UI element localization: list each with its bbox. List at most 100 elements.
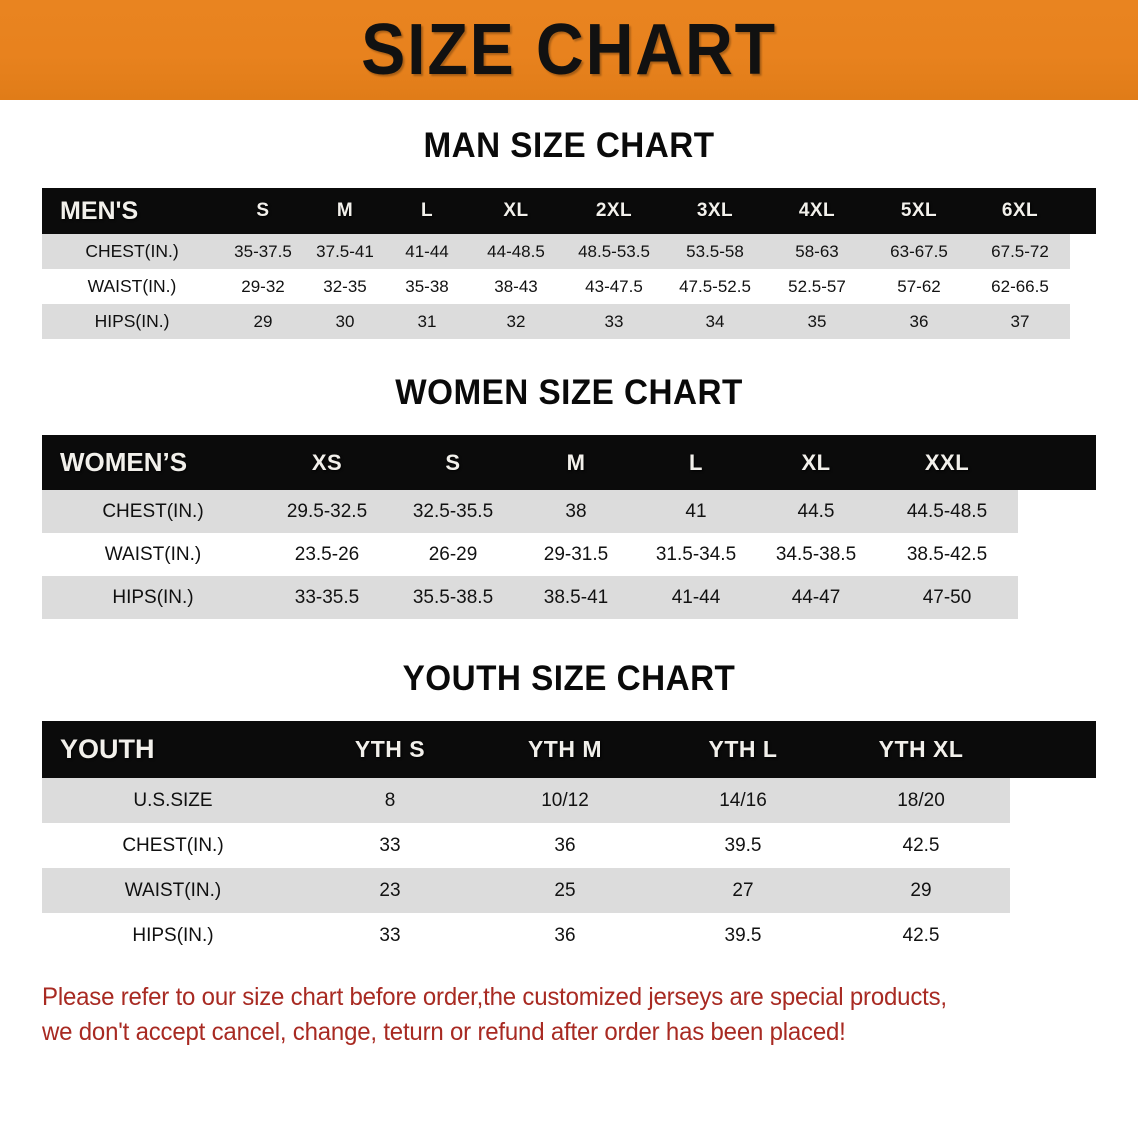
- table-row: HIPS(IN.) 29 30 31 32 33 34 35 36 37: [42, 304, 1096, 339]
- man-cell: 38-43: [468, 269, 564, 304]
- women-cell: 33-35.5: [264, 576, 390, 619]
- women-cell: 38.5-41: [516, 576, 636, 619]
- table-row: WAIST(IN.) 29-32 32-35 35-38 38-43 43-47.5 47.…: [42, 269, 1096, 304]
- women-cell: 35.5-38.5: [390, 576, 516, 619]
- youth-cell: 39.5: [654, 823, 832, 868]
- man-cell: 29-32: [222, 269, 304, 304]
- youth-corner-label: YOUTH: [60, 734, 155, 764]
- man-header-spacer: [1070, 188, 1096, 234]
- man-cell-spacer: [1070, 269, 1096, 304]
- women-size-header: XXL: [924, 449, 970, 475]
- table-row: CHEST(IN.) 35-37.5 37.5-41 41-44 44-48.5 48.5…: [42, 234, 1096, 269]
- table-row: HIPS(IN.) 33-35.5 35.5-38.5 38.5-41 41-44 44-…: [42, 576, 1096, 619]
- table-row: U.S.SIZE 8 10/12 14/16 18/20: [42, 778, 1096, 823]
- man-size-header: 5XL: [900, 200, 938, 221]
- women-cell: 38: [516, 490, 636, 533]
- man-cell: 41-44: [386, 234, 468, 269]
- page-title: SIZE CHART: [361, 10, 777, 90]
- man-row-label: WAIST(IN.): [42, 269, 222, 304]
- table-row: WAIST(IN.) 23 25 27 29: [42, 868, 1096, 913]
- women-cell: 34.5-38.5: [756, 533, 876, 576]
- man-cell: 37: [970, 304, 1070, 339]
- youth-row-label: CHEST(IN.): [42, 823, 304, 868]
- youth-row-label: HIPS(IN.): [42, 913, 304, 958]
- women-cell-spacer: [1018, 533, 1096, 576]
- women-cell: 44.5-48.5: [876, 490, 1018, 533]
- man-size-header: 6XL: [1001, 200, 1039, 221]
- man-cell: 30: [304, 304, 386, 339]
- youth-cell: 14/16: [654, 778, 832, 823]
- youth-cell: 33: [304, 913, 476, 958]
- women-size-header: L: [689, 449, 703, 475]
- return-policy-note: Please refer to our size chart before or…: [42, 980, 1065, 1049]
- women-size-header: XL: [801, 449, 831, 475]
- women-cell: 32.5-35.5: [390, 490, 516, 533]
- man-cell: 32: [468, 304, 564, 339]
- man-cell: 62-66.5: [970, 269, 1070, 304]
- women-cell: 38.5-42.5: [876, 533, 1018, 576]
- table-row: WAIST(IN.) 23.5-26 26-29 29-31.5 31.5-34.5 34…: [42, 533, 1096, 576]
- table-row: CHEST(IN.) 29.5-32.5 32.5-35.5 38 41 44.5 44.5…: [42, 490, 1096, 533]
- man-size-header: 3XL: [696, 200, 734, 221]
- man-cell: 29: [222, 304, 304, 339]
- man-cell: 36: [868, 304, 970, 339]
- women-size-table: WOMEN’S XS S M L XL XXL CHEST(IN.) 29.5-32.5 32.5…: [42, 435, 1096, 619]
- youth-cell: 23: [304, 868, 476, 913]
- women-cell: 29-31.5: [516, 533, 636, 576]
- man-cell: 43-47.5: [564, 269, 664, 304]
- man-cell-spacer: [1070, 234, 1096, 269]
- man-cell: 34: [664, 304, 766, 339]
- man-cell: 63-67.5: [868, 234, 970, 269]
- table-row: CHEST(IN.) 33 36 39.5 42.5: [42, 823, 1096, 868]
- man-cell: 67.5-72: [970, 234, 1070, 269]
- man-cell-spacer: [1070, 304, 1096, 339]
- youth-cell: 36: [476, 823, 654, 868]
- women-size-header: S: [445, 449, 461, 475]
- man-size-header: 2XL: [595, 200, 633, 221]
- youth-size-header: YTH M: [527, 736, 603, 762]
- man-cell: 33: [564, 304, 664, 339]
- man-size-header: 4XL: [798, 200, 836, 221]
- youth-row-label: U.S.SIZE: [42, 778, 304, 823]
- women-cell: 29.5-32.5: [264, 490, 390, 533]
- man-cell: 57-62: [868, 269, 970, 304]
- youth-cell: 33: [304, 823, 476, 868]
- women-size-header: M: [566, 449, 586, 475]
- youth-cell-spacer: [1010, 823, 1096, 868]
- man-cell: 44-48.5: [468, 234, 564, 269]
- women-cell: 41: [636, 490, 756, 533]
- youth-cell: 42.5: [832, 823, 1010, 868]
- man-cell: 35: [766, 304, 868, 339]
- women-header-row: WOMEN’S XS S M L XL XXL: [42, 435, 1096, 490]
- man-cell: 58-63: [766, 234, 868, 269]
- women-header-spacer: [1018, 435, 1096, 490]
- women-cell: 44.5: [756, 490, 876, 533]
- women-cell: 44-47: [756, 576, 876, 619]
- man-row-label: CHEST(IN.): [42, 234, 222, 269]
- women-cell-spacer: [1018, 576, 1096, 619]
- youth-cell: 18/20: [832, 778, 1010, 823]
- banner: SIZE CHART: [0, 0, 1138, 100]
- women-row-label: WAIST(IN.): [42, 533, 264, 576]
- women-chart-wrapper: WOMEN’S XS S M L XL XXL CHEST(IN.) 29.5-32.5 32.5…: [42, 435, 1096, 619]
- women-row-label: CHEST(IN.): [42, 490, 264, 533]
- youth-cell-spacer: [1010, 868, 1096, 913]
- man-section-title: MAN SIZE CHART: [423, 126, 715, 165]
- note-line-2: we don't accept cancel, change, teturn o…: [42, 1017, 846, 1046]
- man-cell: 53.5-58: [664, 234, 766, 269]
- man-chart-wrapper: MEN'S S M L XL 2XL 3XL 4XL 5XL 6XL CHEST(IN.) 35-37…: [42, 188, 1096, 339]
- youth-cell: 39.5: [654, 913, 832, 958]
- table-row: HIPS(IN.) 33 36 39.5 42.5: [42, 913, 1096, 958]
- man-row-label: HIPS(IN.): [42, 304, 222, 339]
- women-cell: 31.5-34.5: [636, 533, 756, 576]
- youth-row-label: WAIST(IN.): [42, 868, 304, 913]
- women-cell: 26-29: [390, 533, 516, 576]
- man-cell: 52.5-57: [766, 269, 868, 304]
- man-cell: 35-38: [386, 269, 468, 304]
- man-corner-label: MEN'S: [60, 196, 139, 225]
- youth-header-row: YOUTH YTH S YTH M YTH L YTH XL: [42, 721, 1096, 778]
- man-size-header: XL: [503, 200, 529, 221]
- women-cell-spacer: [1018, 490, 1096, 533]
- man-cell: 32-35: [304, 269, 386, 304]
- youth-cell: 36: [476, 913, 654, 958]
